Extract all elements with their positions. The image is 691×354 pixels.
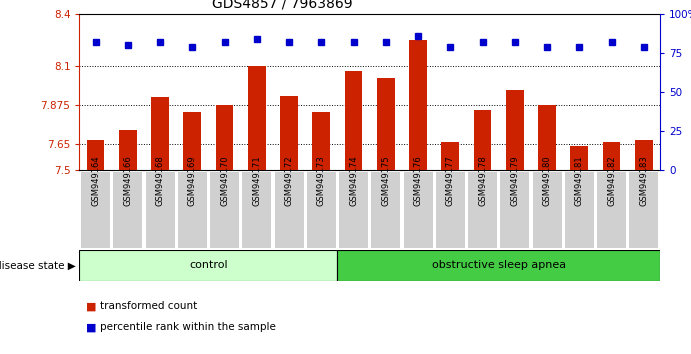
FancyBboxPatch shape <box>274 171 303 248</box>
Bar <box>183 112 201 170</box>
FancyBboxPatch shape <box>500 171 529 248</box>
Bar <box>216 105 234 170</box>
Text: GSM949173: GSM949173 <box>316 155 326 206</box>
Text: GSM949176: GSM949176 <box>413 155 423 206</box>
FancyBboxPatch shape <box>178 171 207 248</box>
Text: GSM949183: GSM949183 <box>639 155 648 206</box>
FancyBboxPatch shape <box>630 171 659 248</box>
FancyBboxPatch shape <box>337 250 660 281</box>
FancyBboxPatch shape <box>404 171 433 248</box>
FancyBboxPatch shape <box>468 171 497 248</box>
Text: GDS4857 / 7963869: GDS4857 / 7963869 <box>212 0 353 11</box>
FancyBboxPatch shape <box>339 171 368 248</box>
Text: obstructive sleep apnea: obstructive sleep apnea <box>432 261 566 270</box>
Text: GSM949174: GSM949174 <box>349 155 358 206</box>
FancyBboxPatch shape <box>79 250 337 281</box>
FancyBboxPatch shape <box>146 171 175 248</box>
Text: GSM949178: GSM949178 <box>478 155 487 206</box>
Bar <box>409 40 427 170</box>
Bar <box>442 142 459 170</box>
Text: GSM949181: GSM949181 <box>575 155 584 206</box>
Bar <box>377 78 395 170</box>
FancyBboxPatch shape <box>533 171 562 248</box>
Text: GSM949179: GSM949179 <box>510 155 520 206</box>
Text: disease state ▶: disease state ▶ <box>0 261 76 270</box>
Text: GSM949169: GSM949169 <box>188 155 197 206</box>
Bar <box>86 141 104 170</box>
Text: GSM949182: GSM949182 <box>607 155 616 206</box>
FancyBboxPatch shape <box>597 171 626 248</box>
Text: GSM949164: GSM949164 <box>91 155 100 206</box>
Text: GSM949177: GSM949177 <box>446 155 455 206</box>
FancyBboxPatch shape <box>565 171 594 248</box>
Text: GSM949166: GSM949166 <box>123 155 133 206</box>
Text: percentile rank within the sample: percentile rank within the sample <box>100 322 276 332</box>
Bar <box>280 96 298 170</box>
Text: GSM949175: GSM949175 <box>381 155 390 206</box>
FancyBboxPatch shape <box>81 171 110 248</box>
Bar <box>345 71 362 170</box>
Text: ■: ■ <box>86 301 97 311</box>
Text: GSM949171: GSM949171 <box>252 155 261 206</box>
FancyBboxPatch shape <box>307 171 336 248</box>
FancyBboxPatch shape <box>371 171 400 248</box>
FancyBboxPatch shape <box>243 171 272 248</box>
Text: ■: ■ <box>86 322 97 332</box>
Text: transformed count: transformed count <box>100 301 198 311</box>
FancyBboxPatch shape <box>436 171 465 248</box>
Bar <box>506 90 524 170</box>
Bar <box>635 141 652 170</box>
Bar <box>119 130 137 170</box>
Text: control: control <box>189 261 228 270</box>
Bar <box>151 97 169 170</box>
Bar <box>603 142 621 170</box>
Text: GSM949170: GSM949170 <box>220 155 229 206</box>
FancyBboxPatch shape <box>210 171 239 248</box>
Text: GSM949180: GSM949180 <box>542 155 551 206</box>
Bar <box>473 110 491 170</box>
Text: GSM949172: GSM949172 <box>285 155 294 206</box>
Bar <box>248 66 265 170</box>
Bar <box>312 112 330 170</box>
Bar <box>538 105 556 170</box>
Text: GSM949168: GSM949168 <box>155 155 164 206</box>
FancyBboxPatch shape <box>113 171 142 248</box>
Bar <box>570 146 588 170</box>
